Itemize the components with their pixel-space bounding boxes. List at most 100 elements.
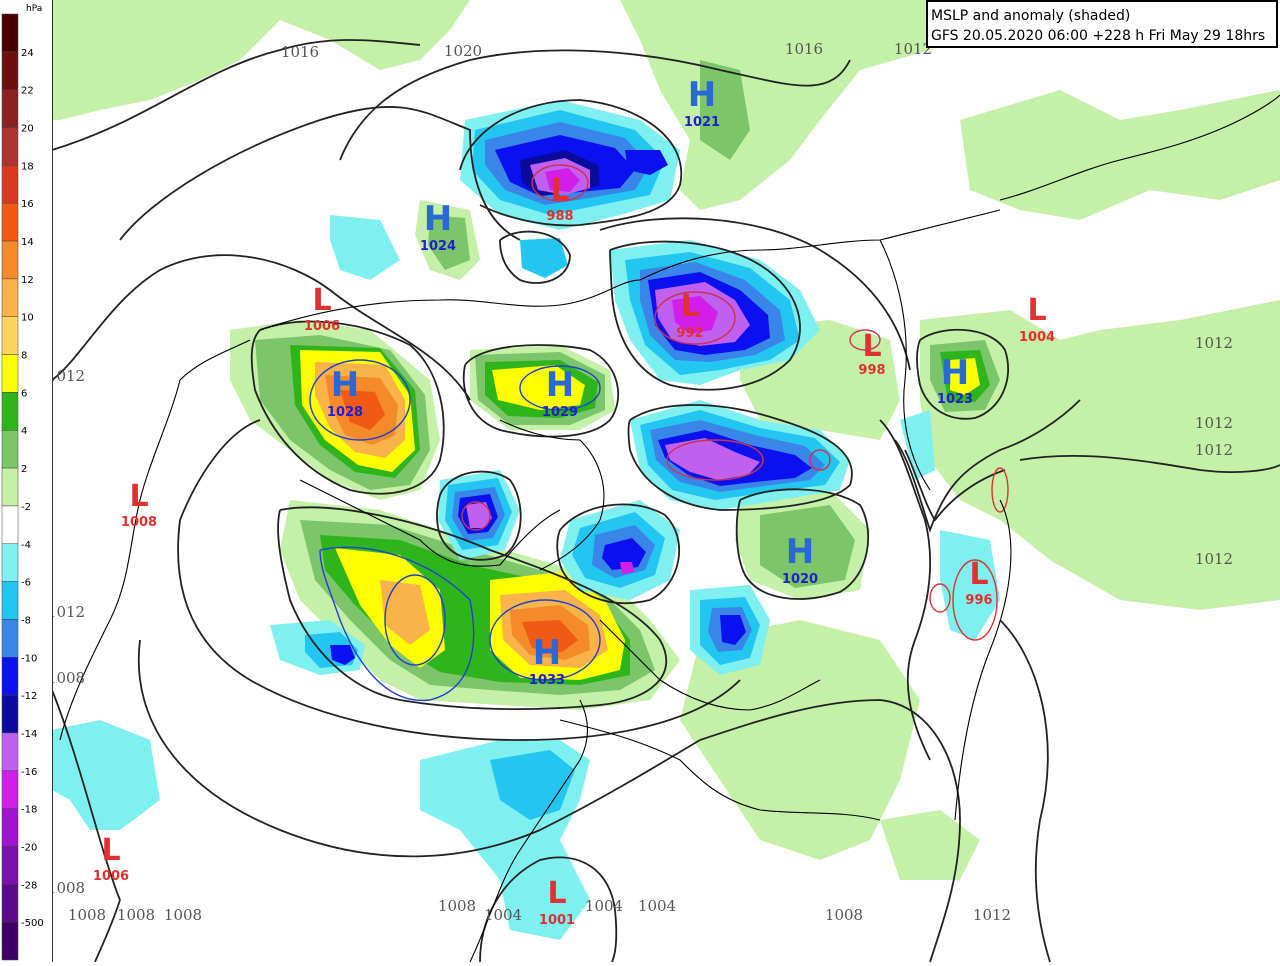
legend-label: 12: [21, 275, 34, 286]
legend-swatch: [1, 846, 19, 885]
isobar-label: 1004: [484, 906, 522, 924]
legend-swatch: [1, 278, 19, 317]
legend-swatch: [1, 921, 19, 961]
positive-contour: [309, 359, 411, 441]
coastline: [259, 279, 641, 331]
isobar: [599, 217, 911, 371]
positive-contour: [319, 546, 475, 702]
legend-label: -16: [21, 767, 37, 778]
negative-anomaly-area: [720, 615, 746, 645]
legend-label: -14: [21, 729, 37, 740]
isobar-label: 1004: [585, 897, 623, 915]
coastline: [599, 619, 821, 711]
isobar-label: 1012: [47, 367, 85, 385]
low-center-998-value: 998: [858, 363, 885, 378]
legend-swatch: [1, 429, 19, 469]
isobar: [137, 639, 701, 858]
isobar-label: 1008: [47, 669, 85, 687]
isobar-label: 1008: [117, 906, 155, 924]
negative-anomaly-area: [330, 645, 355, 665]
coastline-layer: [59, 94, 1280, 962]
isobar: [627, 404, 853, 511]
isobar: [277, 506, 667, 711]
isobar-labels-layer: 1016 1020 1016 1012 1012 1012 1012 1012 …: [47, 40, 1233, 924]
low-center-1004-value: 1004: [1019, 330, 1055, 345]
low-center-992-value: 992: [676, 326, 703, 341]
legend-label: 20: [21, 124, 34, 135]
high-center-1020-marker: H: [786, 532, 814, 572]
negative-contour: [461, 501, 491, 531]
negative-anomaly-area: [490, 750, 575, 820]
isobar-label: 1012: [973, 906, 1011, 924]
coastline: [299, 479, 561, 567]
positive-anomaly-area: [340, 390, 385, 430]
isobar-label: 1012: [1195, 441, 1233, 459]
positive-contour: [519, 365, 601, 411]
low-center-1008-marker: L: [129, 479, 148, 514]
low-center-1001-value: 1001: [539, 913, 575, 928]
coastline: [559, 719, 881, 821]
low-center-996-value: 996: [965, 593, 992, 608]
legend-swatch: [1, 543, 19, 582]
isobar: [1019, 454, 1280, 473]
isobar-label: 1012: [1195, 334, 1233, 352]
coastline: [469, 699, 588, 962]
isobar-label: 1012: [1195, 414, 1233, 432]
high-center-1033-value: 1033: [529, 673, 565, 688]
coastline: [999, 94, 1280, 201]
low-center-1006-south-value: 1006: [93, 869, 129, 884]
anomaly-contour-layer: [309, 164, 1009, 702]
low-center-1001-marker: L: [547, 876, 566, 911]
coastline: [499, 419, 605, 571]
isobar: [499, 230, 571, 284]
legend-unit: hPa: [26, 4, 42, 14]
legend-swatch: [1, 316, 19, 355]
anomaly-legend: hPa 24 22 20 18 16 14 12 10 8 6 4 2 -2 -4 -6 -8 -10 -12 -1…: [0, 0, 53, 962]
positive-anomaly-area: [52, 0, 470, 120]
legend-label: -12: [21, 691, 37, 702]
legend-swatch: [1, 89, 19, 128]
isobar: [119, 106, 521, 241]
isobar: [556, 503, 681, 604]
isobar: [999, 619, 1051, 962]
legend-swatch: [1, 694, 19, 734]
legend-swatch: [1, 732, 19, 772]
legend-swatch: [1, 581, 19, 620]
negative-contour: [666, 439, 764, 481]
legend-label: -28: [21, 880, 37, 891]
high-center-1024-marker: H: [424, 199, 452, 239]
high-center-1023-value: 1023: [937, 392, 973, 407]
low-center-996-marker: L: [969, 557, 988, 592]
negative-contour: [809, 449, 831, 471]
legend-swatch: [1, 467, 19, 507]
high-center-1024-value: 1024: [420, 239, 456, 254]
high-center-1029-value: 1029: [542, 405, 578, 420]
legend-label: -4: [21, 540, 31, 551]
coastline: [954, 499, 1012, 821]
negative-contour: [929, 583, 951, 613]
legend-swatch: [1, 354, 19, 393]
isobar: [250, 320, 445, 495]
isobar: [916, 328, 1010, 420]
anomaly-shading-layer: [52, 0, 1280, 940]
low-center-988-value: 988: [546, 209, 573, 224]
negative-anomaly-area: [900, 410, 935, 480]
legend-swatch: [1, 240, 19, 280]
isobar-label: 1008: [68, 906, 106, 924]
low-center-988-marker: L: [550, 173, 569, 208]
coastline: [59, 339, 251, 741]
legend-label: 2: [21, 464, 27, 475]
isobar-label: 1012: [1195, 550, 1233, 568]
legend-label: -10: [21, 653, 37, 664]
negative-contour: [991, 467, 1009, 513]
high-center-1021-marker: H: [688, 75, 716, 115]
negative-anomaly-area: [466, 502, 492, 528]
legend-swatch: [1, 202, 19, 242]
legend-swatch: [1, 884, 19, 923]
isobar-label: 1016: [281, 43, 319, 61]
isobar-label: 1008: [47, 879, 85, 897]
negative-anomaly-area: [625, 150, 668, 175]
coastline: [639, 209, 1001, 281]
negative-anomaly-area: [520, 238, 568, 278]
legend-label: -20: [21, 842, 37, 853]
